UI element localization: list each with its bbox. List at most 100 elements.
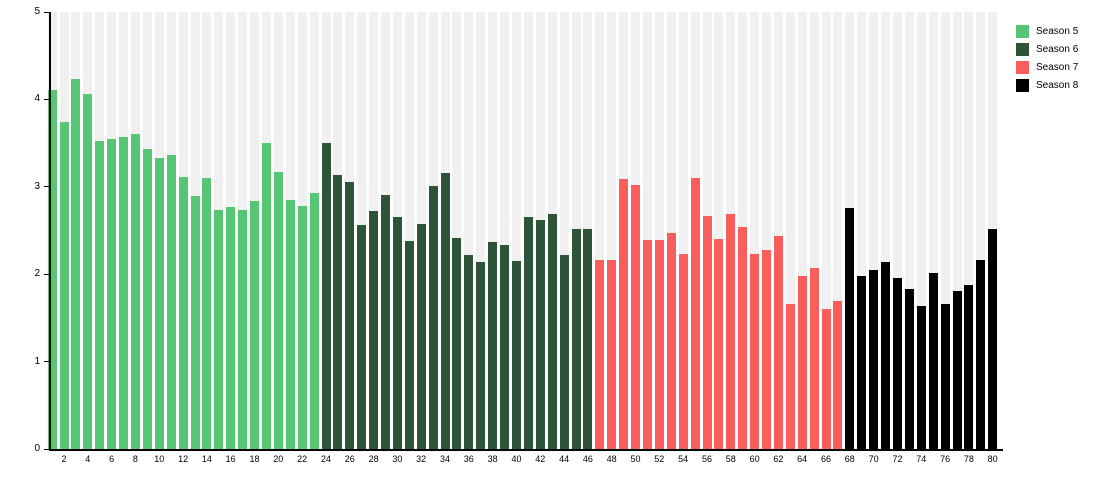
background-stripe xyxy=(928,12,938,449)
x-tick-label: 14 xyxy=(201,454,212,464)
bar-episode-11 xyxy=(166,154,176,449)
background-stripe xyxy=(833,12,843,449)
background-stripe xyxy=(952,12,962,449)
x-tick-label: 56 xyxy=(701,454,712,464)
bar-episode-10 xyxy=(154,158,164,449)
legend-label: Season 7 xyxy=(1036,61,1079,73)
bar-episode-57 xyxy=(714,239,724,449)
bar-episode-80 xyxy=(988,228,998,449)
y-tick-label: 5 xyxy=(34,6,40,17)
background-stripe xyxy=(512,12,521,449)
x-tick-label: 52 xyxy=(654,454,665,464)
bar-episode-4 xyxy=(83,94,93,449)
bar-episode-77 xyxy=(952,290,962,449)
y-tick-label: 4 xyxy=(34,93,40,105)
x-tick-label: 80 xyxy=(987,454,998,464)
background-stripe xyxy=(797,12,807,449)
x-tick-label: 12 xyxy=(178,454,189,464)
bar-episode-65 xyxy=(809,268,819,449)
bar-episode-78 xyxy=(964,284,974,449)
bar-episode-22 xyxy=(297,206,307,449)
bar-episode-43 xyxy=(547,213,557,449)
background-stripe xyxy=(666,12,676,449)
legend: Season 5 Season 6 Season 7 Season 8 xyxy=(1016,22,1078,94)
bar-episode-37 xyxy=(476,262,486,449)
bar-episode-56 xyxy=(702,215,712,449)
x-tick-label: 22 xyxy=(297,454,308,464)
bar-episode-58 xyxy=(726,213,736,449)
bar-episode-55 xyxy=(690,178,700,449)
background-stripe xyxy=(654,12,664,449)
bar-episode-8 xyxy=(130,133,140,449)
background-stripe xyxy=(607,12,617,449)
background-stripe xyxy=(809,12,819,449)
x-tick-label: 20 xyxy=(273,454,284,464)
background-stripe xyxy=(785,12,795,449)
bar-episode-50 xyxy=(631,185,640,449)
bar-episode-61 xyxy=(762,249,771,449)
bar-episode-69 xyxy=(857,275,867,449)
bar-episode-47 xyxy=(595,260,605,449)
background-stripe xyxy=(559,12,569,449)
bar-episode-26 xyxy=(345,181,355,449)
x-tick-label: 38 xyxy=(487,454,498,464)
bar-episode-35 xyxy=(452,237,462,449)
bar-episode-40 xyxy=(512,261,521,449)
background-stripe xyxy=(869,12,879,449)
bar-episode-7 xyxy=(119,137,128,449)
y-tick-mark xyxy=(44,361,49,363)
bar-episode-9 xyxy=(142,149,152,449)
y-axis-line xyxy=(49,12,51,451)
bar-episode-27 xyxy=(357,225,367,449)
x-tick-label: 60 xyxy=(749,454,760,464)
bar-episode-38 xyxy=(488,241,498,449)
x-tick-label: 30 xyxy=(392,454,403,464)
bar-episode-20 xyxy=(273,171,283,449)
bar-episode-25 xyxy=(333,174,343,449)
x-tick-label: 54 xyxy=(678,454,689,464)
bar-episode-1 xyxy=(47,89,57,449)
background-stripe xyxy=(404,12,414,449)
y-tick-label: 3 xyxy=(34,180,40,192)
x-tick-label: 26 xyxy=(344,454,355,464)
y-tick-mark xyxy=(44,186,49,188)
bar-episode-49 xyxy=(619,178,629,449)
x-tick-label: 50 xyxy=(630,454,641,464)
x-tick-label: 2 xyxy=(61,454,67,464)
background-stripe xyxy=(500,12,510,449)
bar-episode-45 xyxy=(571,228,581,449)
bar-episode-3 xyxy=(71,79,81,449)
bar-episode-24 xyxy=(321,143,331,449)
bar-episode-2 xyxy=(59,122,69,449)
y-tick-label: 2 xyxy=(34,268,40,280)
background-stripe xyxy=(750,12,760,449)
bar-episode-19 xyxy=(261,143,271,449)
x-tick-label: 76 xyxy=(940,454,951,464)
bar-episode-51 xyxy=(642,240,652,449)
bar-episode-34 xyxy=(440,172,450,449)
background-stripe xyxy=(452,12,462,449)
bar-episode-33 xyxy=(428,185,438,449)
x-axis-line xyxy=(49,449,1004,451)
x-tick-label: 68 xyxy=(844,454,855,464)
bar-episode-28 xyxy=(369,211,379,449)
background-stripe xyxy=(773,12,783,449)
x-tick-label: 74 xyxy=(916,454,927,464)
bar-episode-44 xyxy=(559,255,569,449)
legend-label: Season 8 xyxy=(1036,79,1079,91)
bar-episode-31 xyxy=(404,241,414,449)
legend-label: Season 6 xyxy=(1036,43,1079,55)
bar-episode-18 xyxy=(250,200,259,449)
x-tick-label: 70 xyxy=(868,454,879,464)
y-tick-label: 0 xyxy=(34,443,40,454)
x-tick-label: 66 xyxy=(820,454,831,464)
x-tick-label: 46 xyxy=(582,454,593,464)
bar-episode-17 xyxy=(238,210,248,449)
x-tick-label: 40 xyxy=(511,454,522,464)
x-tick-label: 62 xyxy=(773,454,784,464)
background-stripe xyxy=(678,12,688,449)
background-stripe xyxy=(595,12,605,449)
bar-episode-68 xyxy=(845,207,855,449)
x-tick-label: 44 xyxy=(559,454,570,464)
x-tick-label: 18 xyxy=(249,454,260,464)
